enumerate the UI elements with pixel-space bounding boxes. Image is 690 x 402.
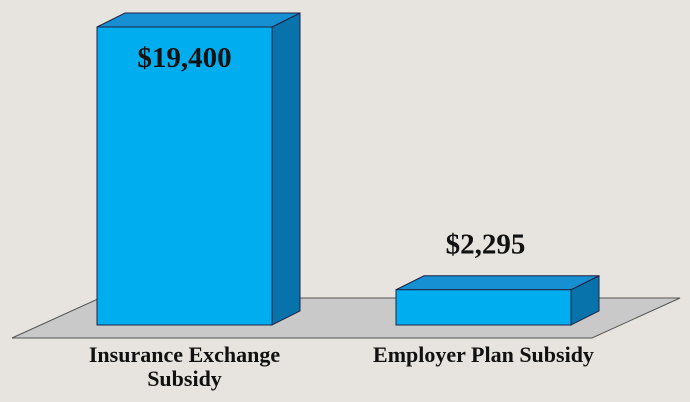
bar-side [271, 12, 301, 326]
bar-top [395, 275, 600, 291]
bar [395, 289, 572, 326]
x-tick-label: Insurance Exchange Subsidy [88, 342, 281, 391]
value-label: $2,295 [446, 229, 526, 261]
bar [96, 26, 273, 326]
x-tick-label: Employer Plan Subsidy [373, 342, 594, 367]
value-label: $19,400 [137, 42, 231, 74]
bar-top [96, 12, 301, 28]
